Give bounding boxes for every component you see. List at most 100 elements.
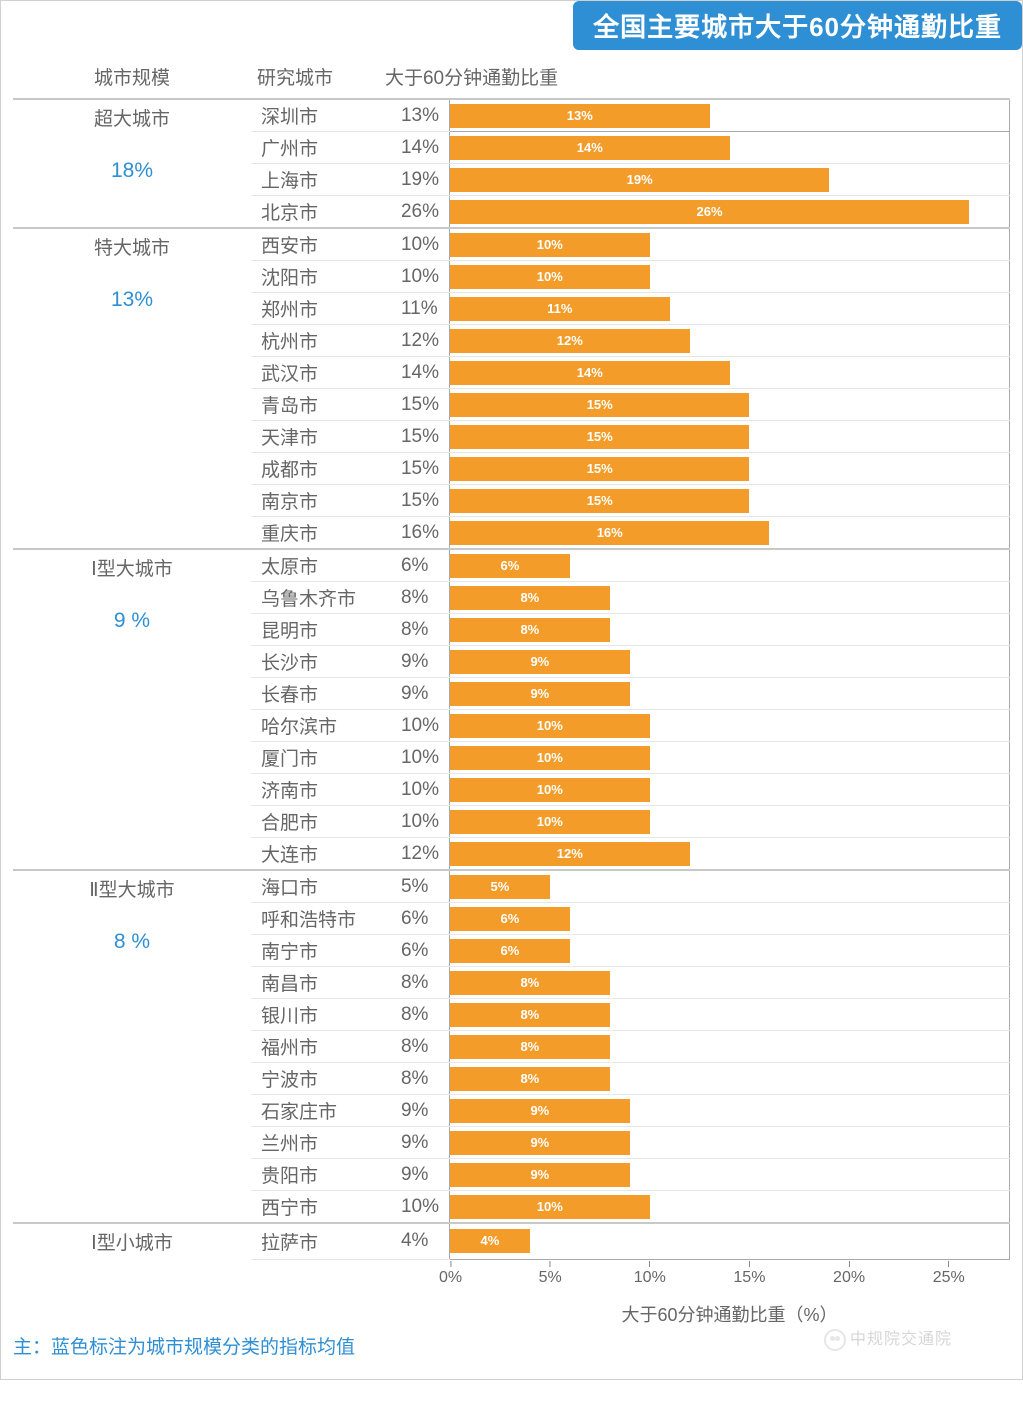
bar-cell: 5% xyxy=(450,870,1010,903)
bar: 9% xyxy=(450,1131,630,1155)
percent-cell: 8% xyxy=(381,582,450,614)
city-cell: 合肥市 xyxy=(251,806,381,838)
percent-cell: 6% xyxy=(381,903,450,935)
percent-cell: 12% xyxy=(381,838,450,871)
bar: 14% xyxy=(450,361,730,385)
bar: 10% xyxy=(450,233,650,257)
bar: 8% xyxy=(450,1067,610,1091)
bar: 16% xyxy=(450,521,769,545)
bar-cell: 8% xyxy=(450,1031,1010,1063)
percent-cell: 8% xyxy=(381,1031,450,1063)
percent-cell: 10% xyxy=(381,806,450,838)
wechat-icon xyxy=(824,1329,846,1351)
bar-cell: 6% xyxy=(450,903,1010,935)
category-name: Ⅱ型大城市 xyxy=(19,875,245,902)
city-cell: 太原市 xyxy=(251,549,381,582)
city-cell: 上海市 xyxy=(251,164,381,196)
bar-wrap: 13% xyxy=(450,103,1009,129)
bar-wrap: 15% xyxy=(450,424,1009,450)
bar-cell: 12% xyxy=(450,325,1010,357)
bar-wrap: 8% xyxy=(450,617,1009,643)
bar-cell: 14% xyxy=(450,132,1010,164)
city-cell: 宁波市 xyxy=(251,1063,381,1095)
bar: 10% xyxy=(450,265,650,289)
col-metric: 大于60分钟通勤比重 xyxy=(381,59,1010,99)
bar: 6% xyxy=(450,554,570,578)
bar-wrap: 8% xyxy=(450,1002,1009,1028)
city-cell: 福州市 xyxy=(251,1031,381,1063)
bar-cell: 10% xyxy=(450,774,1010,806)
bar-wrap: 10% xyxy=(450,809,1009,835)
city-cell: 广州市 xyxy=(251,132,381,164)
city-cell: 天津市 xyxy=(251,421,381,453)
bar-cell: 15% xyxy=(450,421,1010,453)
percent-cell: 9% xyxy=(381,646,450,678)
category-average: 8 % xyxy=(19,930,245,954)
bar-cell: 8% xyxy=(450,999,1010,1031)
city-cell: 昆明市 xyxy=(251,614,381,646)
bar-wrap: 14% xyxy=(450,135,1009,161)
percent-cell: 9% xyxy=(381,1159,450,1191)
watermark: 中规院交通院 xyxy=(824,1325,952,1351)
bar-cell: 9% xyxy=(450,1095,1010,1127)
x-axis-label: 大于60分钟通勤比重（%） xyxy=(451,1301,1009,1327)
bar-cell: 9% xyxy=(450,1159,1010,1191)
bar-wrap: 9% xyxy=(450,681,1009,707)
city-cell: 西安市 xyxy=(251,228,381,261)
bar: 9% xyxy=(450,682,630,706)
category-average: 9 % xyxy=(19,609,245,633)
bar-wrap: 12% xyxy=(450,328,1009,354)
percent-cell: 10% xyxy=(381,774,450,806)
city-cell: 青岛市 xyxy=(251,389,381,421)
percent-cell: 15% xyxy=(381,453,450,485)
city-cell: 拉萨市 xyxy=(251,1223,381,1259)
percent-cell: 15% xyxy=(381,389,450,421)
bar-cell: 19% xyxy=(450,164,1010,196)
percent-cell: 10% xyxy=(381,261,450,293)
bar-cell: 10% xyxy=(450,228,1010,261)
bar: 6% xyxy=(450,939,570,963)
bar: 26% xyxy=(450,200,969,224)
bar-cell: 11% xyxy=(450,293,1010,325)
bar-wrap: 15% xyxy=(450,488,1009,514)
bar: 9% xyxy=(450,650,630,674)
bar-cell: 12% xyxy=(450,838,1010,871)
city-cell: 贵阳市 xyxy=(251,1159,381,1191)
percent-cell: 6% xyxy=(381,549,450,582)
category-cell: Ⅰ型小城市 xyxy=(13,1223,251,1259)
chart-title: 全国主要城市大于60分钟通勤比重 xyxy=(573,1,1022,50)
percent-cell: 12% xyxy=(381,325,450,357)
bar-wrap: 16% xyxy=(450,520,1009,546)
category-cell: 特大城市13% xyxy=(13,228,251,549)
bar: 15% xyxy=(450,425,749,449)
city-cell: 西宁市 xyxy=(251,1191,381,1224)
table-body: 超大城市18%深圳市13%13%广州市14%14%上海市19%19%北京市26%… xyxy=(13,99,1010,1259)
bar-wrap: 6% xyxy=(450,906,1009,932)
city-cell: 厦门市 xyxy=(251,742,381,774)
bar-wrap: 5% xyxy=(450,874,1009,900)
city-cell: 长春市 xyxy=(251,678,381,710)
category-cell: Ⅱ型大城市 8 % xyxy=(13,870,251,1223)
bar-cell: 8% xyxy=(450,614,1010,646)
col-city: 研究城市 xyxy=(251,59,381,99)
bar-cell: 15% xyxy=(450,453,1010,485)
axis-tick: 5% xyxy=(539,1261,562,1287)
bar: 8% xyxy=(450,586,610,610)
percent-cell: 6% xyxy=(381,935,450,967)
category-average: 13% xyxy=(19,288,245,312)
bar: 8% xyxy=(450,1003,610,1027)
category-cell: 超大城市18% xyxy=(13,99,251,228)
bar-cell: 9% xyxy=(450,646,1010,678)
bar-wrap: 19% xyxy=(450,167,1009,193)
percent-cell: 9% xyxy=(381,678,450,710)
bar-wrap: 10% xyxy=(450,232,1009,258)
bar: 8% xyxy=(450,971,610,995)
table-row: 特大城市13%西安市10%10% xyxy=(13,228,1010,261)
bar-wrap: 9% xyxy=(450,1130,1009,1156)
category-name: 超大城市 xyxy=(19,104,245,131)
bar-wrap: 12% xyxy=(450,841,1009,867)
percent-cell: 10% xyxy=(381,710,450,742)
bar: 13% xyxy=(450,104,710,128)
bar-cell: 10% xyxy=(450,261,1010,293)
bar-cell: 8% xyxy=(450,582,1010,614)
